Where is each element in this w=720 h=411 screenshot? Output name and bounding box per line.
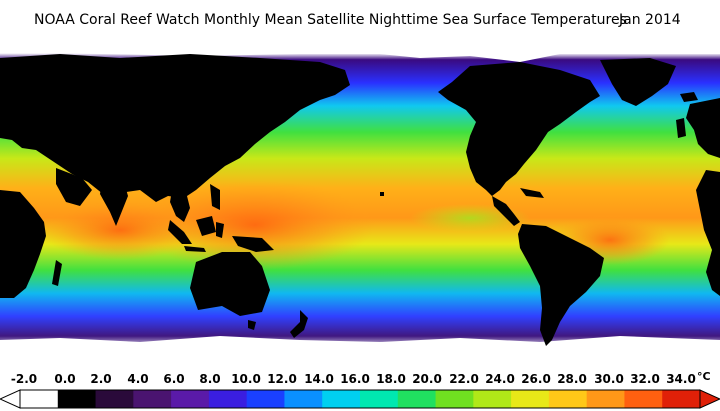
sumatra xyxy=(168,220,192,244)
borneo xyxy=(196,216,216,236)
greenland xyxy=(600,58,676,106)
color-bar-cell xyxy=(397,390,437,408)
color-bar-cell xyxy=(322,390,361,408)
southeast-asia xyxy=(170,190,190,222)
europe xyxy=(686,98,720,158)
tick-label: 28.0 xyxy=(557,372,587,386)
sst-map xyxy=(0,40,720,369)
landmasses xyxy=(0,54,720,346)
tick-label: 24.0 xyxy=(485,372,515,386)
unit-label: °C xyxy=(697,370,711,383)
color-bar-cell xyxy=(662,390,701,408)
arctic-ice xyxy=(0,40,720,62)
color-bar xyxy=(0,389,720,409)
color-bar-frame xyxy=(19,389,701,409)
madagascar xyxy=(52,260,62,286)
color-bar-min-arrow xyxy=(0,389,21,409)
central-america xyxy=(492,196,520,226)
color-bar-cells xyxy=(20,390,701,408)
tasmania xyxy=(248,320,256,330)
tick-label: 14.0 xyxy=(304,372,334,386)
color-bar-cell xyxy=(511,390,550,408)
tick-label: 30.0 xyxy=(594,372,624,386)
arabia xyxy=(56,168,92,206)
north-america xyxy=(438,62,600,196)
color-bar-cell xyxy=(548,390,588,408)
japan xyxy=(230,116,248,152)
color-bar-max-arrow xyxy=(699,389,720,409)
java xyxy=(184,246,206,252)
tick-label: 0.0 xyxy=(54,372,76,386)
color-bar-cell xyxy=(20,390,59,408)
tick-label: 26.0 xyxy=(521,372,551,386)
legend-ticks: -2.0 0.0 2.0 4.0 6.0 8.0 10.0 12.0 14.0 … xyxy=(0,370,720,389)
tick-label: -2.0 xyxy=(10,372,38,386)
sulawesi xyxy=(216,222,224,238)
tick-label: 16.0 xyxy=(340,372,370,386)
color-bar-cell xyxy=(246,390,285,408)
color-bar-cell xyxy=(57,390,97,408)
color-bar-cell xyxy=(586,390,625,408)
cuba xyxy=(520,188,544,198)
tick-label: 4.0 xyxy=(127,372,149,386)
uk xyxy=(676,118,686,138)
color-bar-cell xyxy=(95,390,134,408)
india xyxy=(100,180,128,226)
africa-west xyxy=(696,170,720,296)
tick-label: 20.0 xyxy=(412,372,442,386)
tick-label: 22.0 xyxy=(449,372,479,386)
antarctic-ice xyxy=(0,336,720,369)
color-bar-cell xyxy=(208,390,248,408)
color-bar-cell xyxy=(171,390,210,408)
color-bar-cell xyxy=(360,390,399,408)
iceland xyxy=(680,92,698,102)
tick-label: 10.0 xyxy=(231,372,261,386)
tick-label: 34.0 xyxy=(666,372,696,386)
eurasia xyxy=(0,54,350,208)
tick-label: 8.0 xyxy=(199,372,221,386)
new-guinea xyxy=(232,236,274,252)
tick-label: 18.0 xyxy=(376,372,406,386)
color-bar-cell xyxy=(473,390,512,408)
indian-ocean-warm-pool xyxy=(40,200,200,260)
tick-label: 12.0 xyxy=(267,372,297,386)
color-bar-cell xyxy=(133,390,172,408)
color-bar-cell xyxy=(624,390,663,408)
philippines xyxy=(210,184,220,210)
color-bar-cell xyxy=(284,390,323,408)
title-date: Jan 2014 xyxy=(619,12,681,28)
new-zealand xyxy=(290,310,308,338)
south-america xyxy=(518,224,604,346)
title-text: NOAA Coral Reef Watch Monthly Mean Satel… xyxy=(34,12,627,28)
hawaii xyxy=(380,192,384,196)
color-bar-cell xyxy=(435,390,474,408)
map-title: NOAA Coral Reef Watch Monthly Mean Satel… xyxy=(0,0,720,40)
tick-label: 32.0 xyxy=(630,372,660,386)
tick-label: 2.0 xyxy=(90,372,112,386)
tick-label: 6.0 xyxy=(163,372,185,386)
australia xyxy=(190,252,270,316)
africa-east xyxy=(0,190,46,298)
